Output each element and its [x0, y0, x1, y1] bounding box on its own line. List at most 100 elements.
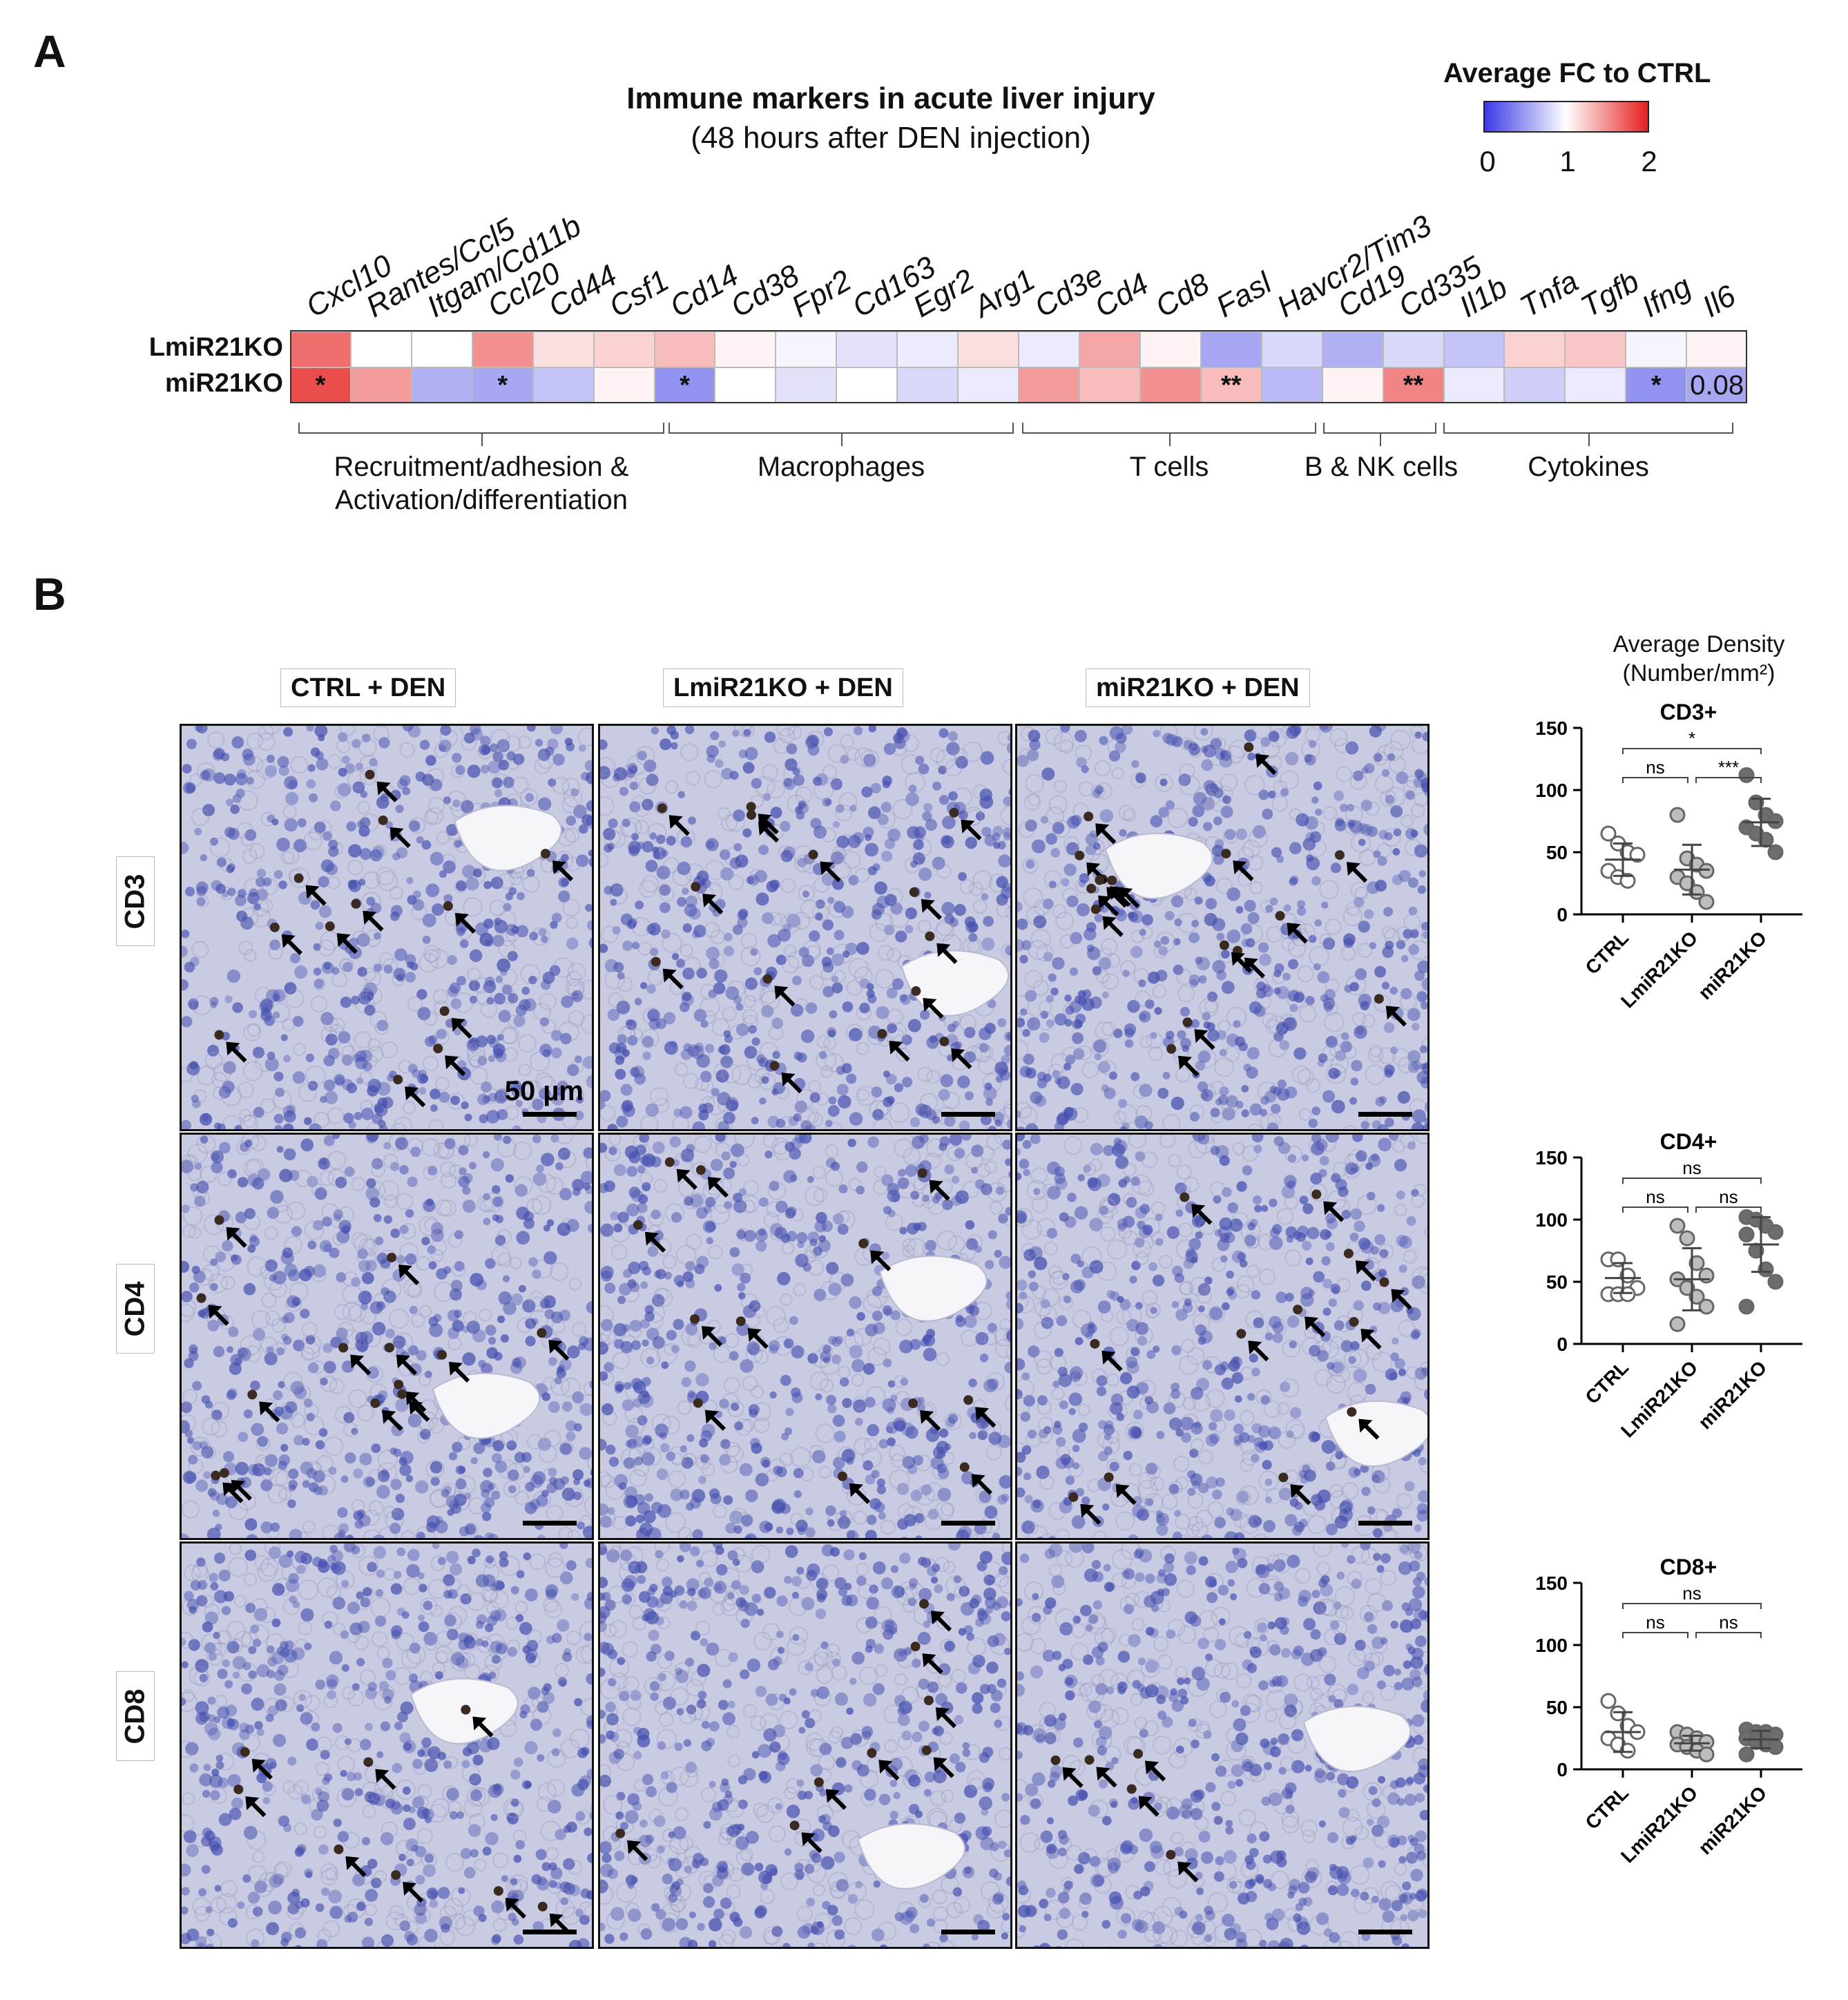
- y-tick-label: 150: [1535, 1573, 1568, 1594]
- heatmap-cell-LmiR21KO-Cxcl10: [290, 331, 351, 367]
- heatmap-cell-LmiR21KO-Cd44: [532, 331, 594, 367]
- y-tick-label: 150: [1535, 1147, 1568, 1169]
- legend-colorbar: [1483, 101, 1649, 133]
- significance-label: ns: [1646, 1612, 1664, 1633]
- heatmap-cell-LmiR21KO-Cd14: [654, 331, 715, 367]
- heatmap-cell-miR21KO-Tnfa: [1504, 367, 1566, 403]
- data-point: [1619, 1286, 1636, 1302]
- scale-bar: [941, 1521, 995, 1526]
- heatmap-cell-LmiR21KO-Il1b: [1443, 331, 1505, 367]
- heatmap-cell-miR21KO-Ifng: *: [1626, 367, 1687, 403]
- data-point: [1767, 1273, 1784, 1290]
- heatmap-title: Immune markers in acute liver injury: [626, 81, 1155, 115]
- micrograph-cd4-ctrl: [180, 1133, 594, 1540]
- y-tick-label: 50: [1546, 1271, 1568, 1293]
- significance-bracket: [1695, 1206, 1762, 1213]
- heatmap-row-lmir21ko: [290, 331, 1748, 367]
- data-point: [1767, 844, 1784, 860]
- heatmap-cell-LmiR21KO-Ifng: [1626, 331, 1687, 367]
- heatmap-cell-LmiR21KO-Cd3e: [1019, 331, 1079, 367]
- column-title-ctrl: CTRL + DEN: [280, 669, 456, 707]
- data-point: [1767, 1739, 1784, 1756]
- group-bracket-recruitment: [298, 423, 664, 446]
- column-title-lmir21ko: LmiR21KO + DEN: [663, 669, 903, 707]
- heatmap-cell-miR21KO-Cd14: *: [654, 367, 715, 403]
- legend-tick-2: 2: [1641, 145, 1657, 177]
- heatmap-cell-miR21KO-Cd3e: [1019, 367, 1079, 403]
- heatmap-row-mir21ko: * * * ** ** * 0.08: [290, 367, 1748, 403]
- x-tick-label: CTRL: [1581, 1782, 1633, 1834]
- group-label-bnk: B & NK cells: [1304, 452, 1459, 482]
- significance-bracket: [1622, 748, 1762, 754]
- gene-label: Tnfa: [1514, 264, 1584, 325]
- data-point: [1698, 894, 1715, 910]
- data-point: [1679, 875, 1695, 892]
- y-tick-label: 0: [1557, 1334, 1568, 1355]
- gene-label: Ifng: [1635, 269, 1697, 325]
- density-header: Average Density (Number/mm²): [1547, 630, 1848, 688]
- data-point: [1679, 1280, 1695, 1296]
- data-point: [1669, 807, 1686, 823]
- x-tick-label: CTRL: [1581, 1356, 1633, 1408]
- row-label-cd4: CD4: [116, 1264, 155, 1354]
- micrograph-cd4-lmir21ko: [598, 1133, 1012, 1540]
- density-header-line1: Average Density: [1613, 631, 1785, 657]
- heatmap-cell-miR21KO-Cd44: [532, 367, 594, 403]
- significance-label: *: [1688, 728, 1695, 749]
- heatmap-cell-LmiR21KO-Tnfa: [1504, 331, 1566, 367]
- data-point: [1767, 813, 1784, 829]
- data-point: [1688, 1289, 1705, 1305]
- data-point: [1738, 1298, 1755, 1315]
- scale-bar: [1358, 1930, 1412, 1934]
- data-point: [1738, 767, 1755, 783]
- heatmap-subtitle: (48 hours after DEN injection): [691, 121, 1091, 155]
- heatmap-cell-LmiR21KO-Cd335: [1383, 331, 1444, 367]
- x-tick-label: miR21KO: [1694, 1782, 1771, 1858]
- heatmap-cell-miR21KO-Cd8: [1139, 367, 1201, 403]
- data-point: [1698, 863, 1715, 879]
- y-tick-label: 0: [1557, 1759, 1568, 1780]
- micrograph-cd3-mir21ko: [1015, 724, 1430, 1131]
- scale-bar: [523, 1521, 577, 1526]
- scatter-title: CD8+: [1660, 1555, 1717, 1579]
- heatmap-cell-miR21KO-Cd4: [1079, 367, 1140, 403]
- y-tick-label: 0: [1557, 904, 1568, 925]
- legend-tick-1: 1: [1559, 145, 1576, 177]
- group-bracket-tcells: [1022, 423, 1316, 446]
- scale-bar: [941, 1112, 995, 1117]
- data-point: [1619, 872, 1636, 889]
- heatmap-cell-miR21KO-Arg1: [958, 367, 1019, 403]
- group-bracket-bnk: [1323, 423, 1436, 446]
- heatmap-cell-LmiR21KO-Cd38: [715, 331, 776, 367]
- significance-bracket: [1695, 1632, 1762, 1638]
- data-point: [1669, 1316, 1686, 1332]
- significance-bracket: [1622, 1206, 1688, 1213]
- column-title-mir21ko: miR21KO + DEN: [1086, 669, 1310, 707]
- group-label-cytokines: Cytokines: [1528, 452, 1649, 482]
- data-point: [1698, 1746, 1715, 1762]
- scale-bar: [941, 1930, 995, 1934]
- data-point: [1698, 1267, 1715, 1284]
- y-tick-label: 100: [1535, 1209, 1568, 1231]
- y-tick-label: 50: [1546, 842, 1568, 863]
- group-bracket-cytokines: [1443, 423, 1733, 446]
- heatmap-cell-LmiR21KO-Il6: [1686, 331, 1748, 367]
- y-tick-label: 100: [1535, 1635, 1568, 1656]
- significance-label: ns: [1682, 1157, 1701, 1178]
- heatmap-cell-miR21KO-Il6: 0.08: [1686, 367, 1748, 403]
- significance-bracket: [1622, 1603, 1762, 1609]
- data-point: [1629, 847, 1646, 863]
- scale-bar: [1358, 1112, 1412, 1117]
- heatmap-cell-LmiR21KO-Ccl20: [472, 331, 533, 367]
- micrograph-cd8-ctrl: [180, 1541, 594, 1949]
- heatmap-cell-LmiR21KO-Tgfb: [1565, 331, 1626, 367]
- scale-bar: [1358, 1521, 1412, 1526]
- x-tick-label: miR21KO: [1694, 927, 1771, 1003]
- gene-label: Tgfb: [1575, 264, 1645, 325]
- data-point: [1738, 1746, 1755, 1762]
- scatter-title: CD4+: [1660, 1129, 1717, 1154]
- heatmap: * * * ** ** * 0.08: [290, 330, 1748, 406]
- significance-label: ns: [1646, 757, 1664, 778]
